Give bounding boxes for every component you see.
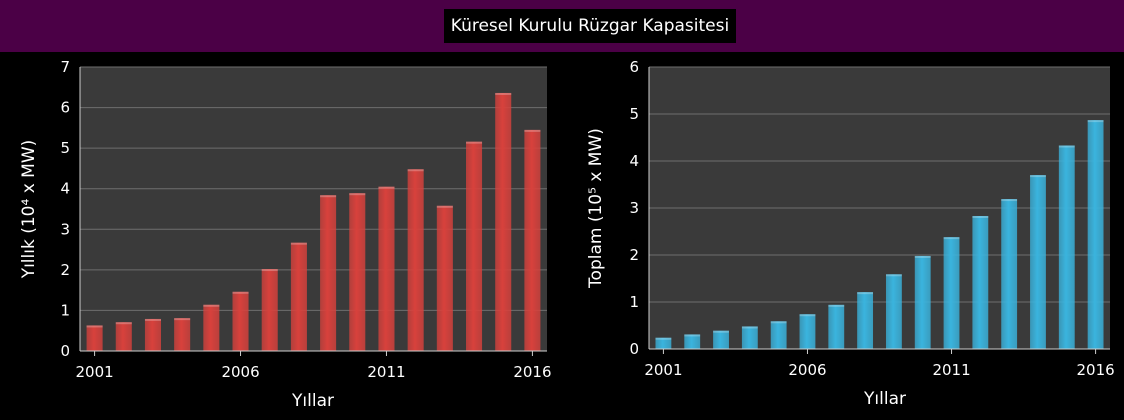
total-y-axis-label: Toplam (10⁵ x MW) [586, 128, 606, 289]
total-bar-2002 [684, 334, 701, 349]
total-bar-2011 [943, 237, 960, 349]
total-bar-2013 [1001, 199, 1018, 349]
total-bar-2006 [799, 314, 816, 349]
annual-bar-highlight [232, 291, 249, 294]
annual-bar-highlight [174, 318, 191, 321]
annual-x-axis-label: Yıllar [291, 391, 334, 411]
total-bar-highlight [684, 334, 701, 337]
annual-bar-highlight [144, 318, 161, 321]
annual-bar-2005 [203, 304, 220, 351]
total-x-axis-label: Yıllar [863, 389, 906, 409]
annual-bar-highlight [378, 186, 395, 189]
total-bar-highlight [885, 274, 902, 277]
total-bar-2004 [741, 326, 758, 349]
annual-bar-2001 [86, 325, 103, 351]
annual-bar-2004 [174, 318, 191, 351]
annual-bar-2006 [232, 291, 249, 351]
total-bar-2010 [914, 255, 931, 349]
total-bar-2016 [1087, 120, 1104, 349]
annual-bar-highlight [203, 304, 220, 307]
total-bar-highlight [1030, 175, 1046, 178]
annual-y-axis-label: Yıllık (10⁴ x MW) [19, 140, 39, 280]
annual-bar-2009 [320, 195, 337, 351]
annual-bar-highlight [320, 195, 337, 198]
total-bar-2008 [857, 292, 874, 349]
total-bar-2009 [885, 274, 902, 349]
annual-y-tick-label: 2 [60, 261, 70, 279]
annual-bar-2002 [115, 322, 132, 351]
annual-bar-2016 [524, 129, 541, 351]
total-bar-highlight [914, 255, 931, 258]
annual-bar-2010 [349, 193, 366, 351]
annual-x-tick-label: 2001 [76, 363, 114, 381]
annual-x-tick-label: 2016 [513, 363, 551, 381]
annual-x-tick-label: 2011 [367, 363, 405, 381]
annual-bar-2008 [290, 242, 307, 351]
total-bar-highlight [972, 215, 989, 218]
total-y-tick-label: 1 [629, 293, 639, 311]
annual-bar-2014 [466, 141, 483, 351]
total-y-tick-label: 0 [629, 340, 639, 358]
chart-title: Küresel Kurulu Rüzgar Kapasitesi [444, 9, 736, 43]
total-bar-highlight [828, 304, 845, 307]
annual-bar-highlight [495, 92, 512, 95]
annual-y-tick-label: 3 [60, 220, 70, 238]
annual-bar-highlight [261, 269, 278, 272]
annual-capacity-chart: 0 1 2 3 4 5 6 7 2001 2006 2011 2016 Yıllar Yıllık (10… [19, 58, 552, 411]
annual-bar-highlight [290, 242, 307, 245]
total-y-tick-label: 4 [629, 152, 639, 170]
total-bar-highlight [1058, 145, 1075, 148]
total-bar-2014 [1030, 175, 1046, 349]
annual-bar-highlight [524, 129, 541, 132]
annual-bar-highlight [86, 325, 103, 328]
total-capacity-chart: 0 1 2 3 4 5 6 2001 2006 2011 2016 Yıllar Toplam (10⁵… [586, 58, 1115, 409]
total-bar-2007 [828, 304, 845, 349]
annual-bar-highlight [407, 169, 424, 172]
total-y-tick-label: 3 [629, 199, 639, 217]
annual-bar-2011 [378, 186, 395, 351]
title-banner: Küresel Kurulu Rüzgar Kapasitesi [0, 0, 1124, 52]
total-bar-highlight [741, 326, 758, 329]
total-bar-2003 [713, 330, 729, 349]
annual-y-tick-label: 1 [60, 301, 70, 319]
total-bar-highlight [713, 330, 729, 333]
annual-x-tick-label: 2006 [221, 363, 259, 381]
total-bar-highlight [799, 314, 816, 317]
total-bar-highlight [857, 292, 874, 295]
annual-y-tick-label: 6 [60, 99, 70, 117]
total-y-tick-label: 5 [629, 105, 639, 123]
total-bar-2012 [972, 215, 989, 349]
total-bar-2015 [1058, 145, 1075, 349]
annual-bar-highlight [115, 322, 132, 325]
total-bar-highlight [770, 321, 787, 324]
annual-y-tick-label: 7 [60, 58, 70, 76]
total-bar-2001 [655, 337, 672, 349]
total-x-tick-label: 2016 [1077, 361, 1115, 379]
total-x-tick-label: 2011 [932, 361, 970, 379]
total-bar-highlight [1001, 199, 1018, 202]
annual-bar-highlight [349, 193, 366, 196]
total-bar-highlight [655, 337, 672, 340]
annual-y-tick-label: 5 [60, 139, 70, 157]
total-y-tick-label: 2 [629, 246, 639, 264]
total-bar-highlight [943, 237, 960, 240]
annual-bar-2012 [407, 169, 424, 351]
total-x-tick-label: 2006 [788, 361, 826, 379]
total-bar-2005 [770, 321, 787, 349]
total-y-tick-label: 6 [629, 58, 639, 76]
total-bar-highlight [1087, 120, 1104, 123]
annual-y-tick-label: 4 [60, 180, 70, 198]
annual-bar-2013 [436, 205, 453, 351]
annual-bar-2015 [495, 92, 512, 352]
total-x-tick-label: 2001 [644, 361, 682, 379]
annual-bar-2007 [261, 269, 278, 351]
annual-y-tick-label: 0 [60, 342, 70, 360]
annual-bar-highlight [466, 141, 483, 144]
annual-bar-highlight [436, 205, 453, 208]
annual-bar-2003 [144, 318, 161, 351]
